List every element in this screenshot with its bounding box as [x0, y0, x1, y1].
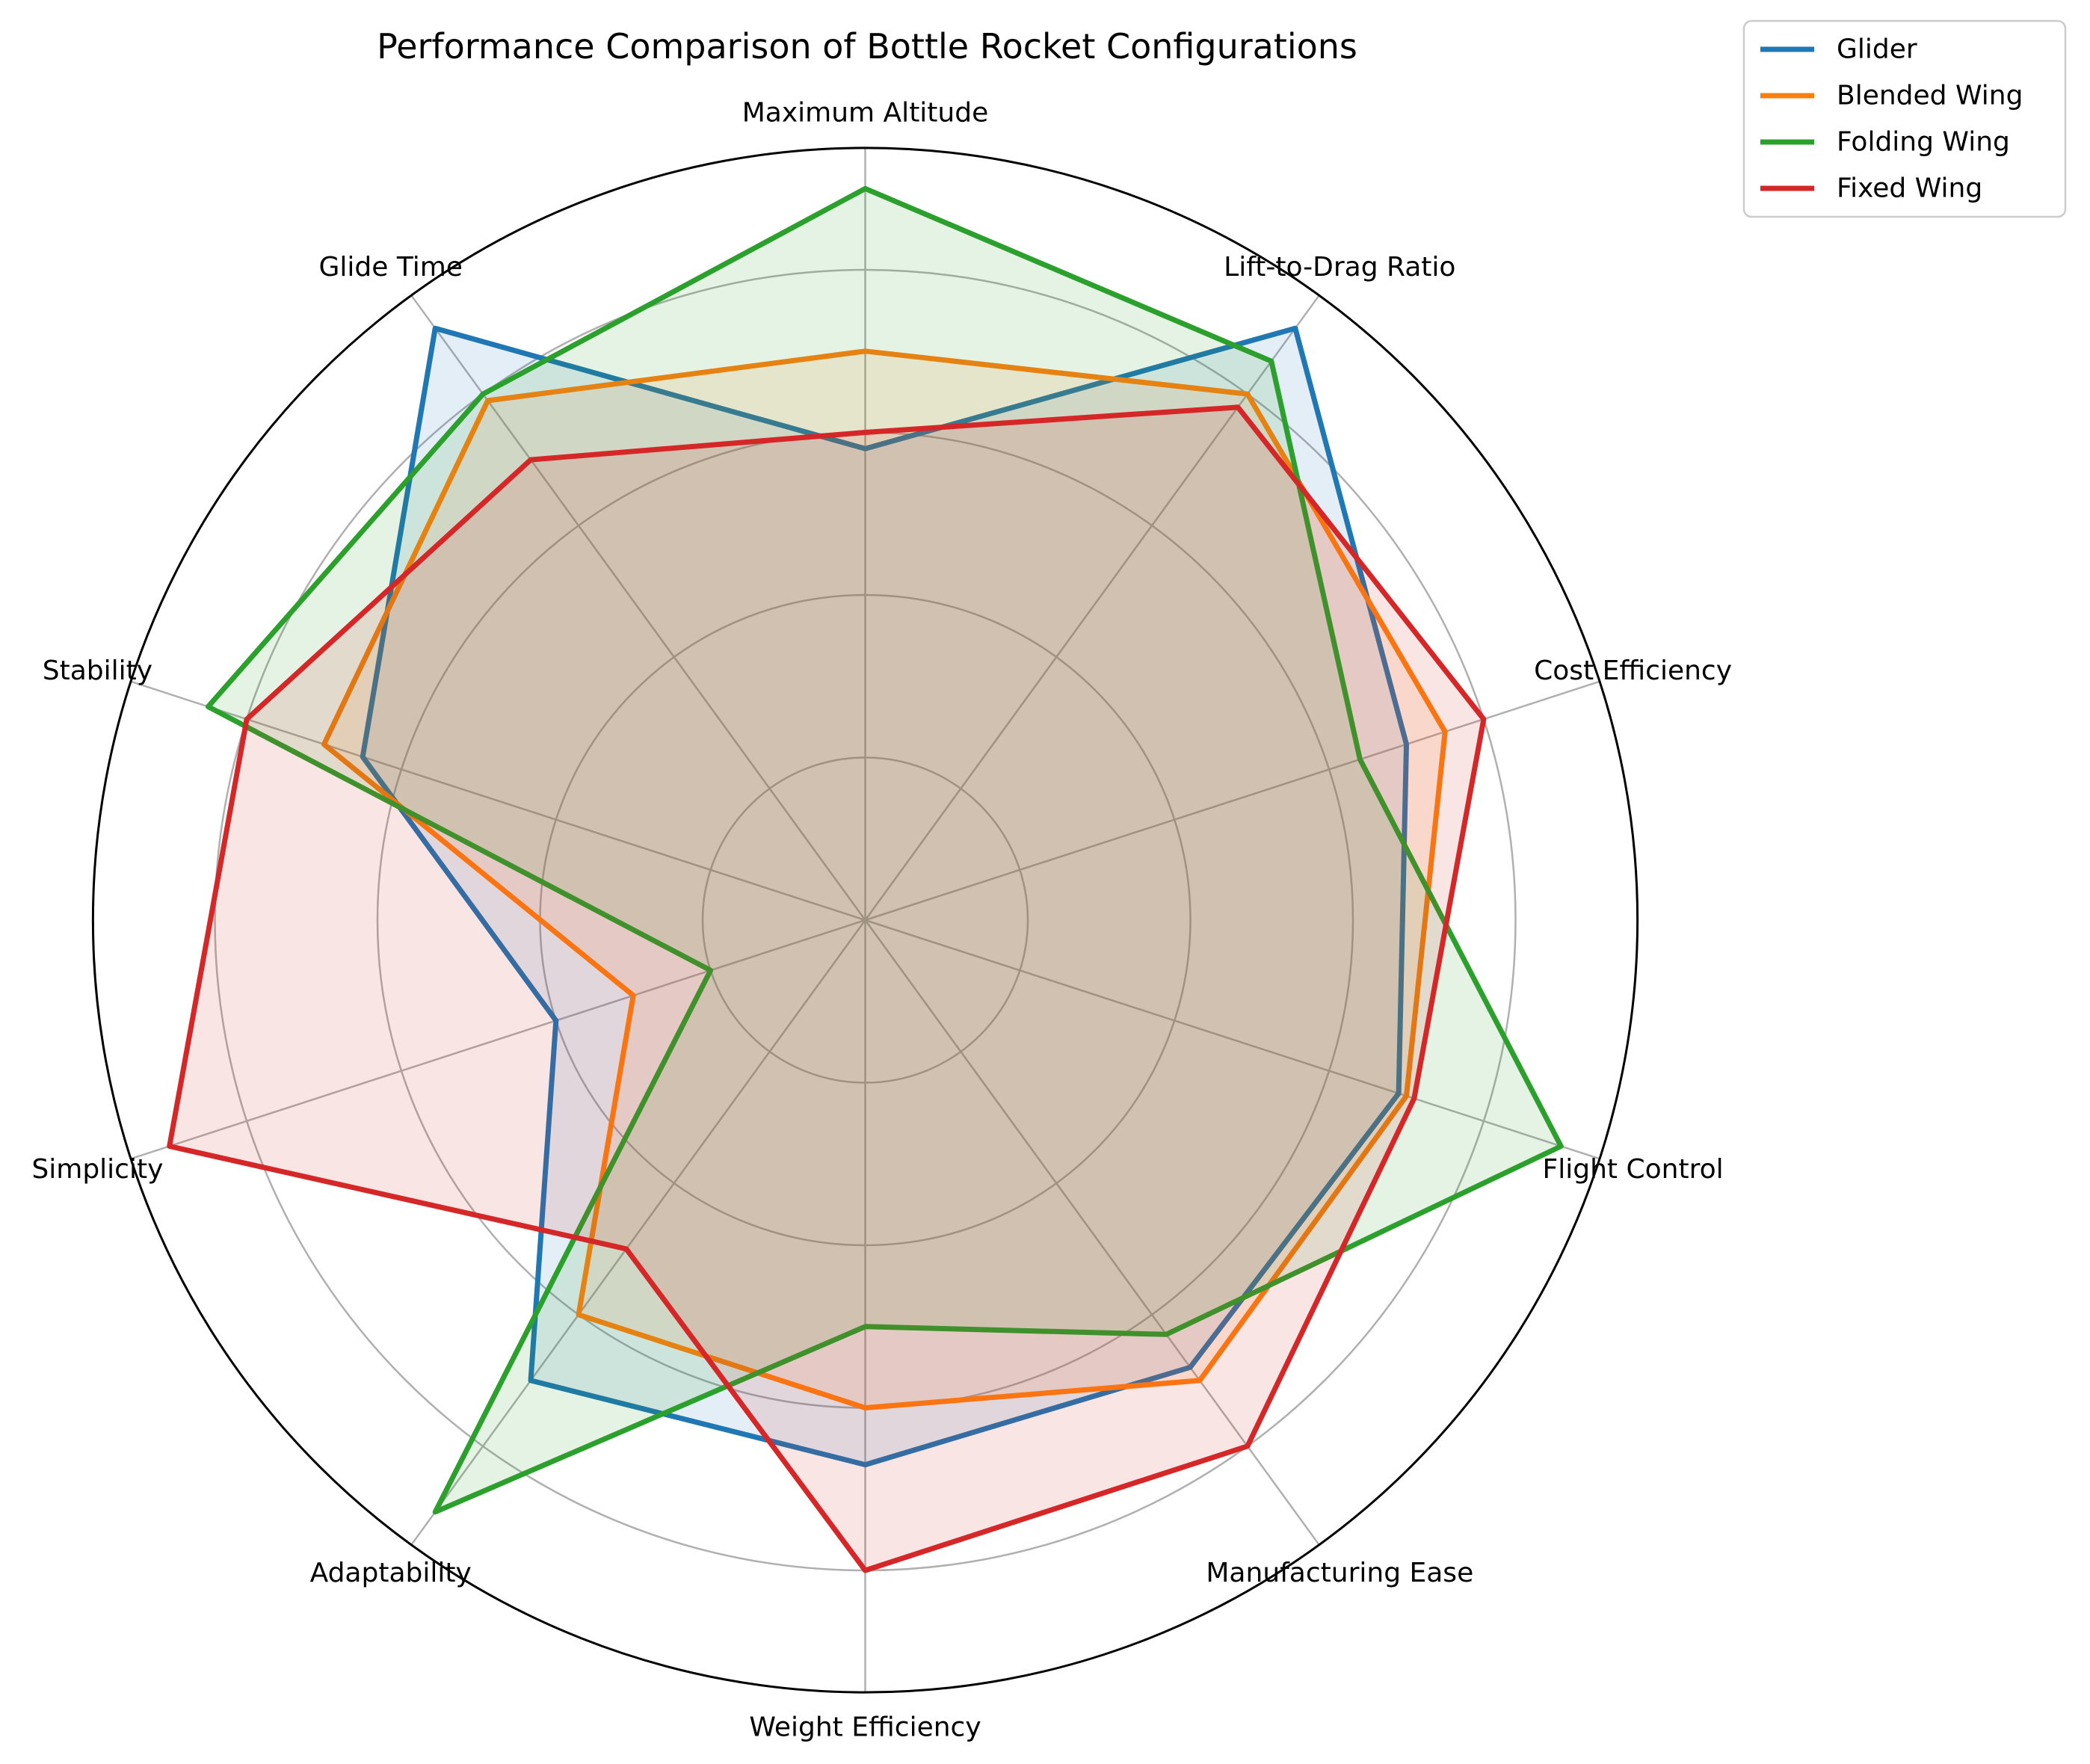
legend-label-glider: Glider [1837, 34, 1917, 65]
legend-box [1742, 19, 2067, 218]
axis-spoke [865, 919, 1600, 1160]
axis-label-weight-efficiency: Weight Efficiency [749, 1712, 981, 1743]
polar-spine-layer [91, 147, 1639, 1694]
axis-label-maximum-altitude: Maximum Altitude [742, 98, 989, 129]
axis-spoke [130, 919, 866, 1160]
axis-label-glide-time: Glide Time [318, 252, 462, 283]
axis-label-flight-control: Flight Control [1543, 1154, 1724, 1185]
polar-spine [91, 147, 1639, 1694]
series-layer [167, 185, 1564, 1573]
axis-label-cost-efficiency: Cost Efficiency [1534, 656, 1732, 686]
legend-label-folding-wing: Folding Wing [1837, 127, 2010, 158]
chart-title: Performance Comparison of Bottle Rocket … [377, 26, 1357, 67]
axis-spoke [864, 294, 1320, 921]
series-polygon-folding-wing [205, 185, 1564, 1515]
axis-spoke [865, 680, 1600, 922]
axis-labels: Maximum Altitude Lift-to-Drag Ratio Cost E… [31, 98, 1732, 1743]
axis-label-manufacturing-ease: Manufacturing Ease [1206, 1558, 1473, 1588]
axis-label-lift-to-drag-ratio: Lift-to-Drag Ratio [1224, 252, 1455, 283]
series-polygon-fixed-wing [167, 404, 1487, 1573]
axis-label-simplicity: Simplicity [31, 1154, 163, 1185]
legend: Glider Blended Wing Folding Wing Fixed Wing [1742, 19, 2067, 218]
axis-label-stability: Stability [43, 656, 152, 686]
axis-label-adaptability: Adaptability [310, 1558, 472, 1588]
axis-spoke [410, 919, 866, 1546]
axis-spoke [130, 680, 866, 922]
axis-spoke [864, 919, 1320, 1546]
legend-label-blended-wing: Blended Wing [1837, 81, 2023, 111]
series-polygon-blended-wing [321, 348, 1448, 1410]
legend-label-fixed-wing: Fixed Wing [1837, 173, 1982, 204]
